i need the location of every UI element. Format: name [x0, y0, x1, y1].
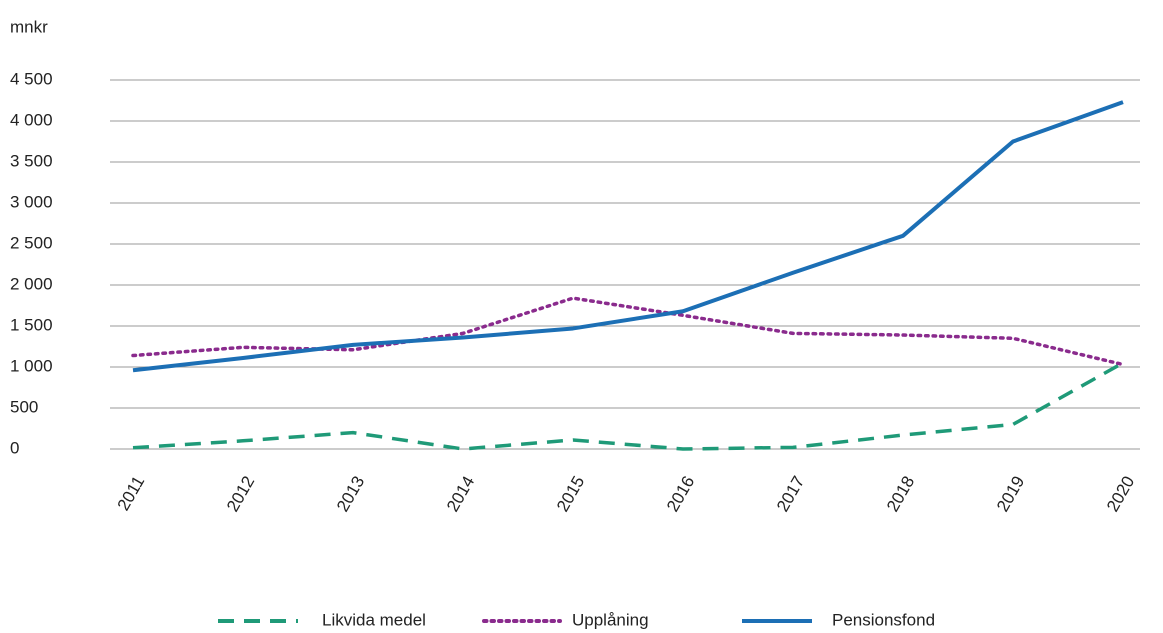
- series-line: [132, 100, 1124, 373]
- y-tick-label: 1 000: [10, 356, 53, 375]
- x-tick-label: 2013: [333, 473, 368, 515]
- legend-label: Pensionsfond: [832, 610, 935, 629]
- x-tick-label: 2018: [883, 473, 918, 515]
- y-tick-label: 0: [10, 438, 19, 457]
- y-tick-label: 500: [10, 397, 38, 416]
- y-tick-label: 2 000: [10, 274, 53, 293]
- y-tick-label: 4 000: [10, 110, 53, 129]
- x-tick-label: 2011: [114, 473, 149, 514]
- y-axis-label: mnkr: [10, 17, 48, 36]
- y-tick-label: 4 500: [10, 69, 53, 88]
- y-tick-label: 1 500: [10, 315, 53, 334]
- x-tick-label: 2017: [773, 473, 808, 515]
- y-tick-label: 2 500: [10, 233, 53, 252]
- x-tick-label: 2016: [663, 473, 698, 515]
- x-tick-label: 2019: [993, 473, 1028, 515]
- x-tick-label: 2015: [553, 473, 588, 515]
- y-tick-label: 3 000: [10, 192, 53, 211]
- series-line: [131, 296, 1125, 367]
- x-tick-label: 2014: [443, 473, 478, 515]
- x-tick-label: 2012: [223, 473, 258, 515]
- legend-label: Upplåning: [572, 610, 649, 629]
- series-line: [132, 361, 1124, 451]
- legend-label: Likvida medel: [322, 610, 426, 629]
- y-tick-label: 3 500: [10, 151, 53, 170]
- x-tick-label: 2020: [1103, 473, 1138, 515]
